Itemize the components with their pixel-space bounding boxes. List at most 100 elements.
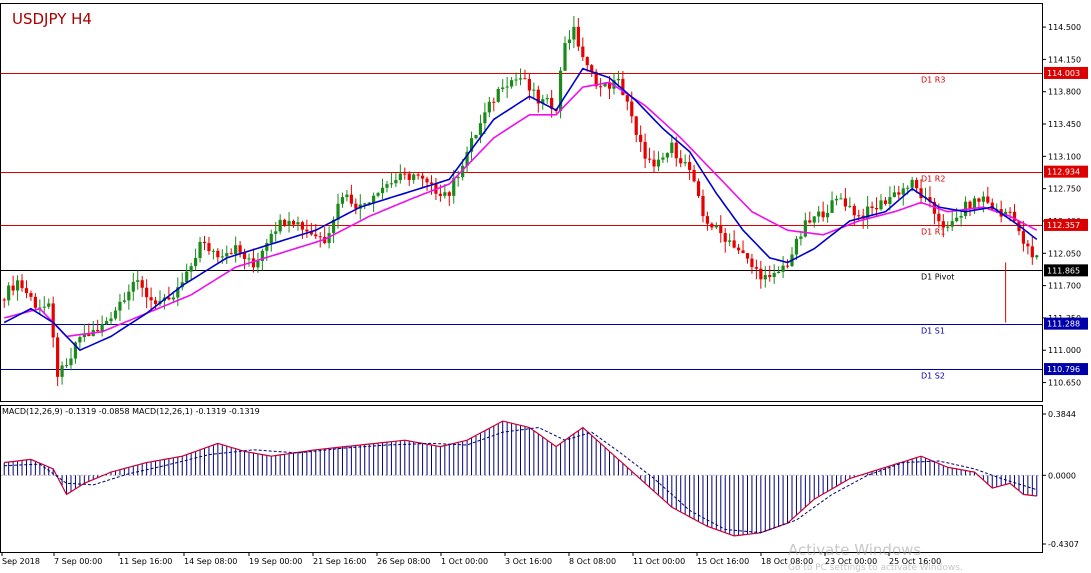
candle-body <box>194 257 198 267</box>
candle-body <box>558 70 563 112</box>
candle-body <box>87 333 91 337</box>
candle-body <box>968 201 972 210</box>
candle-body <box>509 80 514 87</box>
candle-body <box>305 229 309 232</box>
candle-body <box>483 112 487 124</box>
macd-line <box>4 420 1037 537</box>
candle-body <box>136 280 140 282</box>
candle-body <box>153 300 158 304</box>
time-tick-label: 19 Sep 00:00 <box>249 557 302 566</box>
candle-body <box>149 297 153 301</box>
candle-body <box>24 288 29 294</box>
candle-body <box>857 215 861 217</box>
candle-body <box>803 220 807 237</box>
candle-body <box>1021 231 1026 244</box>
candle-body <box>652 159 656 167</box>
watermark-line2: Go to PC settings to activate Windows. <box>788 563 963 573</box>
candle-body <box>398 173 402 181</box>
candle-body <box>981 196 985 202</box>
candle-body <box>590 65 594 72</box>
candle-body <box>665 153 669 158</box>
candle-body <box>710 223 714 228</box>
candle-body <box>536 89 540 104</box>
candle-body <box>946 226 950 228</box>
candle-body <box>403 173 407 175</box>
time-tick-label: 1 Oct 00:00 <box>441 557 488 566</box>
time-tick-label: 8 Oct 08:00 <box>569 557 616 566</box>
candle-body <box>732 240 736 248</box>
time-tick-label: 26 Sep 08:00 <box>377 557 430 566</box>
candle-body <box>47 303 51 307</box>
level-price-tag <box>1044 165 1088 178</box>
candle-body <box>870 206 874 209</box>
candle-body <box>474 134 478 139</box>
candle-body <box>928 197 932 202</box>
macd-label: MACD(12,26,9) -0.1319 -0.0858 MACD(12,26… <box>2 407 260 416</box>
candle-body <box>736 247 741 251</box>
candle-body <box>269 233 273 244</box>
candle-body <box>674 142 678 159</box>
price-tick-label: 112.750 <box>1048 185 1081 194</box>
candle-body <box>607 82 612 89</box>
candle-body <box>278 219 282 232</box>
pivot-price-tags: 114.003 112.934 112.357 111.865 111.288 110.7… <box>1044 66 1088 376</box>
time-tick-label: Sep 2018 <box>2 557 40 566</box>
candle-body <box>109 318 113 322</box>
level-price-tag-label: 111.865 <box>1047 266 1080 275</box>
candle-body <box>567 39 572 44</box>
level-name: D1 S2 <box>921 372 945 381</box>
candle-body <box>469 138 474 152</box>
price-tick-label: 114.500 <box>1048 23 1081 32</box>
chart-title: USDJPY H4 <box>12 10 92 28</box>
candle-body <box>777 271 781 274</box>
candle-body <box>100 324 104 332</box>
candle-body <box>429 182 434 184</box>
candle-body <box>171 297 175 300</box>
candle-body <box>340 197 345 204</box>
level-name: D1 S1 <box>921 327 945 336</box>
candle-body <box>82 333 86 338</box>
candle-body <box>372 195 376 203</box>
time-tick-label: 18 Oct 08:00 <box>761 557 813 566</box>
level-name: D1 R1 <box>921 228 945 237</box>
candle-body <box>843 198 847 207</box>
time-axis: Sep 2018 7 Sep 00:00 11 Sep 16:00 14 Sep 08… <box>1 552 941 566</box>
candle-body <box>852 205 856 216</box>
time-tick-label: 11 Sep 16:00 <box>119 557 172 566</box>
candle-body <box>839 198 843 200</box>
candle-body <box>438 193 442 196</box>
watermark-line1: Activate Windows <box>788 541 921 559</box>
level-price-tag <box>1044 264 1088 277</box>
candle-body <box>639 134 643 142</box>
candle-body <box>897 192 901 195</box>
candle-body <box>581 46 585 58</box>
candle-body <box>505 86 509 88</box>
candle-body <box>238 245 242 253</box>
candle-body <box>1030 246 1034 258</box>
candle-body <box>955 217 959 222</box>
candle-body <box>888 197 892 204</box>
candle-body <box>60 365 64 377</box>
candle-body <box>874 208 879 210</box>
activation-watermark: Activate Windows Go to PC settings to ac… <box>788 541 963 573</box>
candle-body <box>331 219 336 234</box>
candle-body <box>447 192 451 196</box>
candle-body <box>420 175 425 179</box>
price-tick-label: 114.150 <box>1048 55 1081 64</box>
candle-body <box>251 258 256 268</box>
candle-body <box>300 222 305 230</box>
candle-body <box>728 240 732 242</box>
candle-body <box>794 238 799 255</box>
candle-body <box>456 177 460 179</box>
candle-body <box>572 26 576 40</box>
candle-body <box>532 89 536 91</box>
candle-body <box>189 266 193 272</box>
candle-body <box>367 202 371 204</box>
price-tick-label: 111.700 <box>1048 282 1081 291</box>
candle-body <box>349 194 353 204</box>
candle-body <box>576 26 580 47</box>
candle-body <box>327 233 331 244</box>
price-tick-label: 112.050 <box>1048 249 1081 258</box>
candle-body <box>492 101 496 103</box>
